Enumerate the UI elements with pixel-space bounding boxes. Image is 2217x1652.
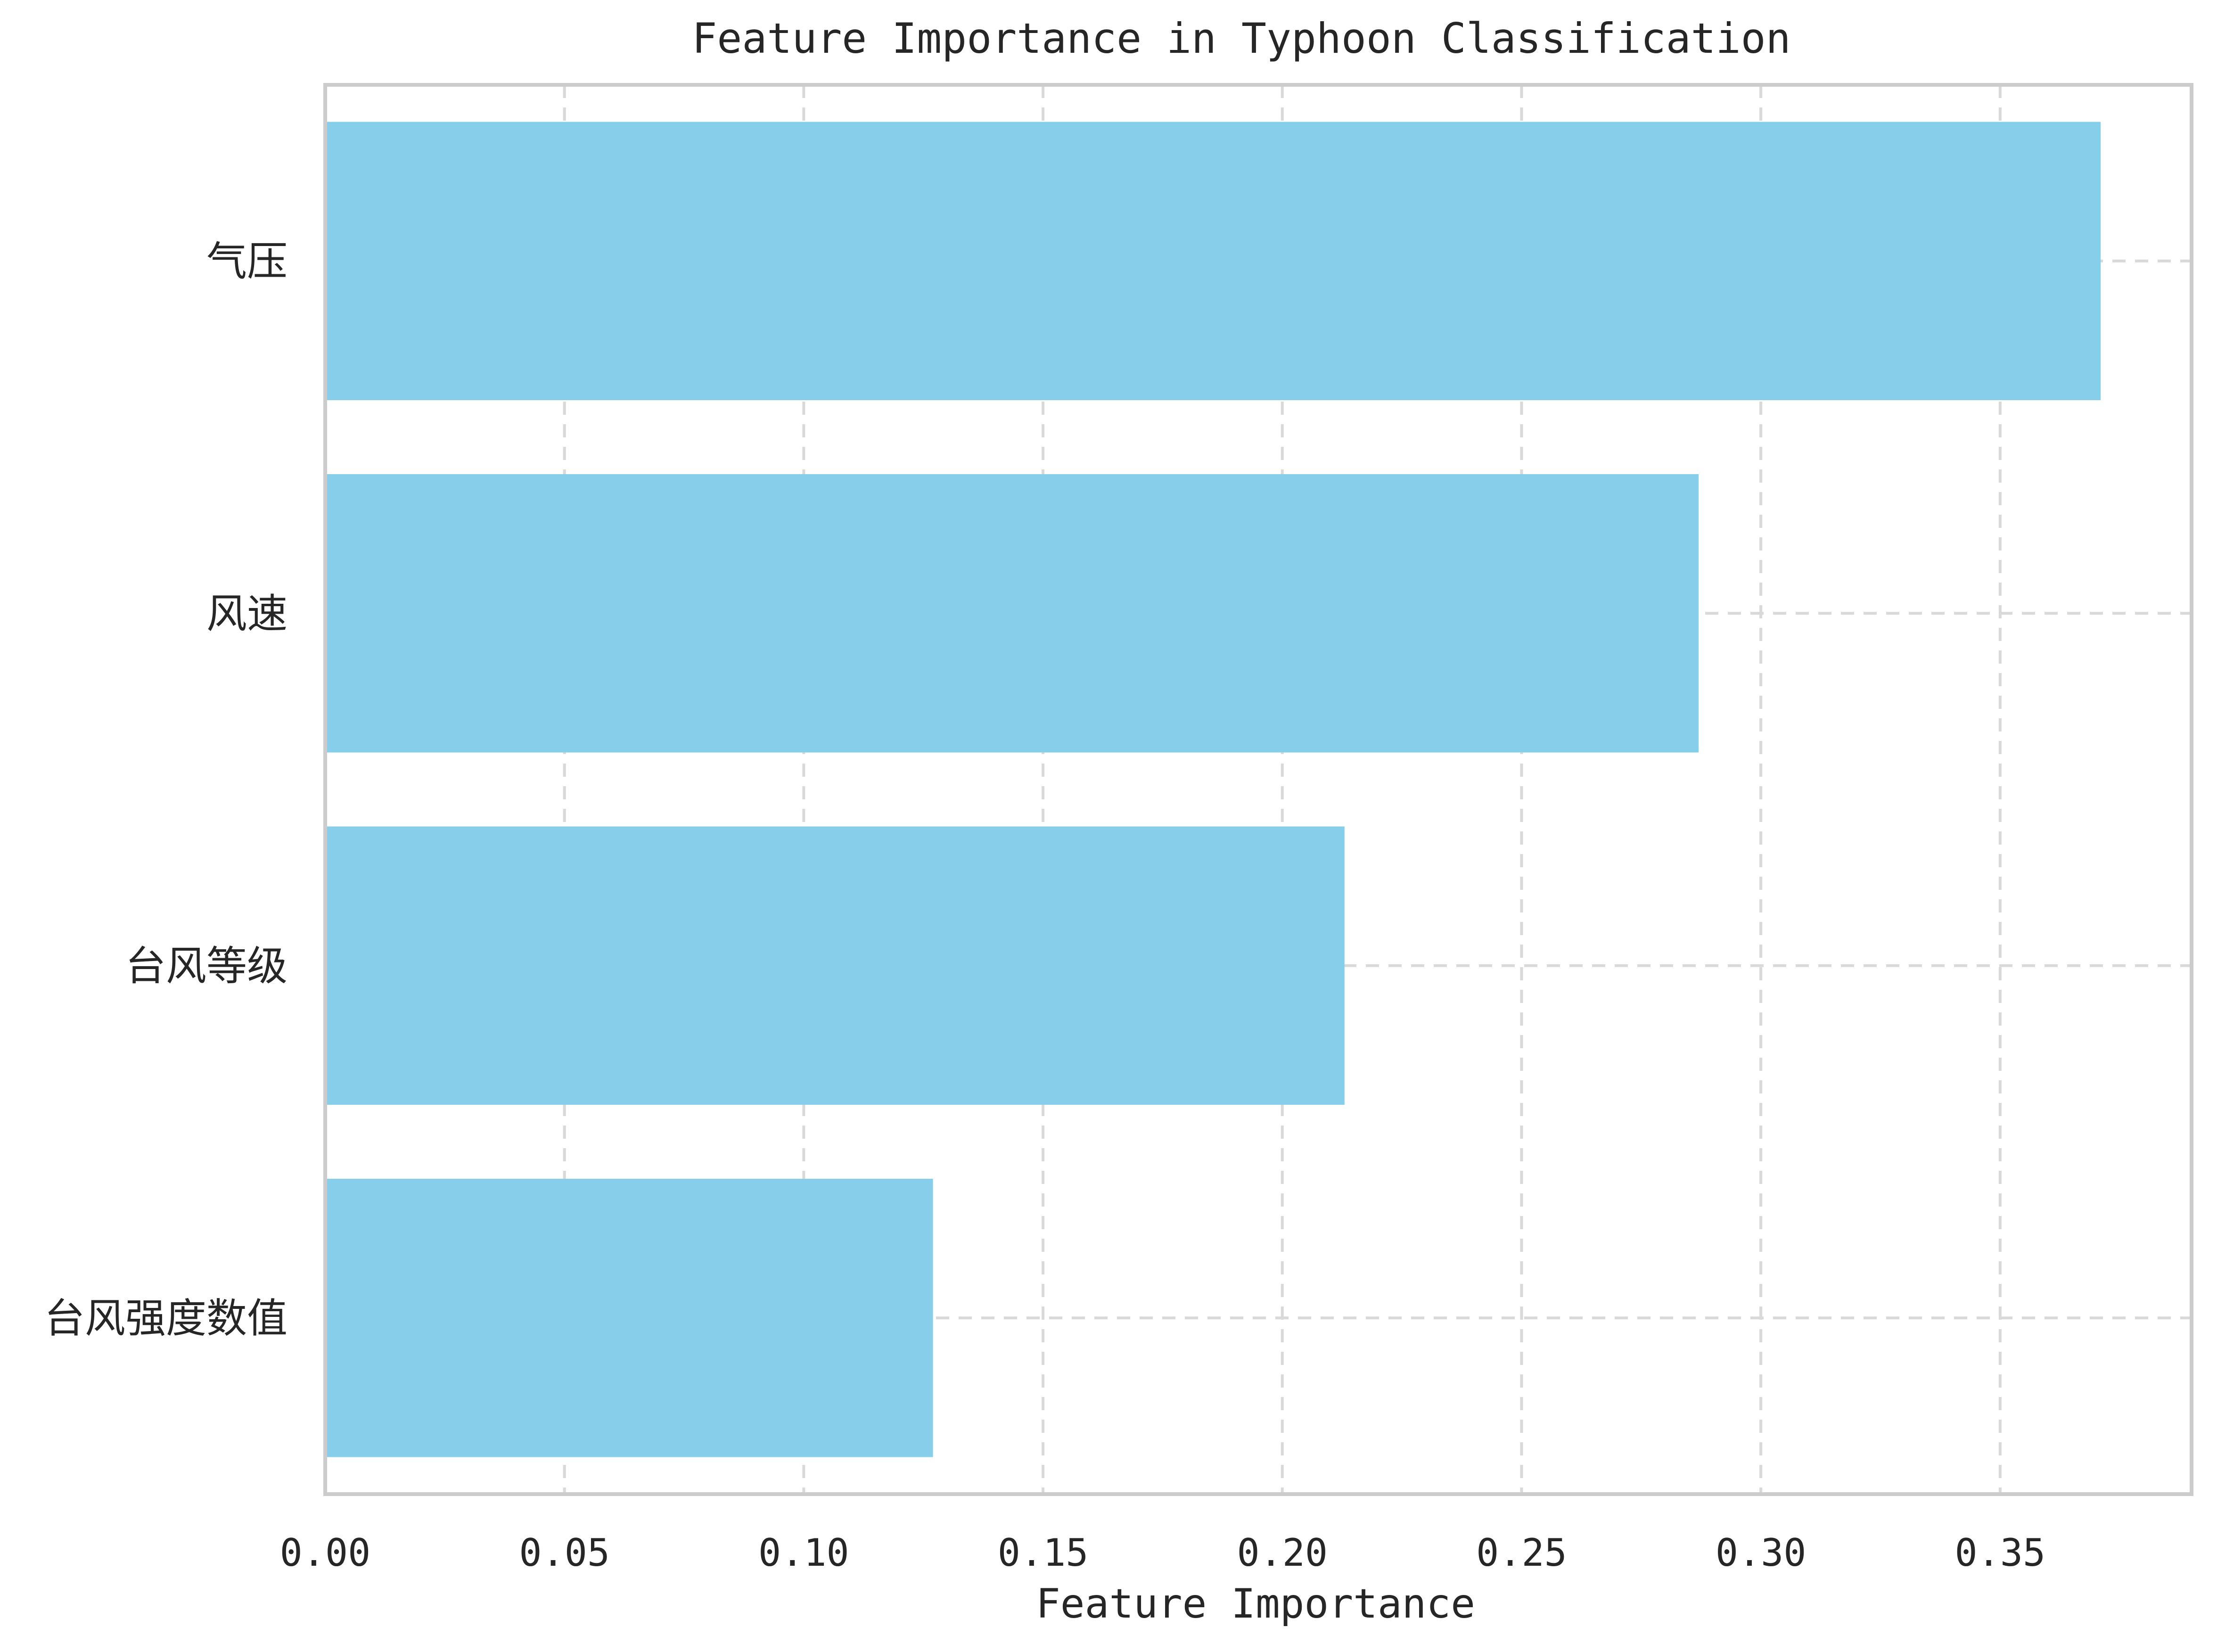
x-tick-label: 0.35 [1955, 1531, 2046, 1575]
bar [325, 122, 2101, 401]
bar [325, 1178, 933, 1457]
y-tick-label: 风速 [206, 590, 287, 637]
bar-layer [325, 122, 2101, 1457]
x-tick-label: 0.30 [1716, 1531, 1806, 1575]
x-tick-label: 0.05 [519, 1531, 610, 1575]
y-tick-label: 台风强度数值 [44, 1295, 287, 1342]
y-tick-label: 台风等级 [125, 943, 287, 990]
plot-frame [323, 83, 2193, 1496]
x-tick-label: 0.00 [280, 1531, 371, 1575]
x-tick-label: 0.25 [1476, 1531, 1567, 1575]
tick-layer: 0.00 0.05 0.10 0.15 0.20 0.25 0.30 0.35 气压风速台风等级… [44, 238, 2045, 1575]
x-tick-label: 0.20 [1237, 1531, 1328, 1575]
bar [325, 474, 1699, 753]
x-tick-label: 0.10 [758, 1531, 849, 1575]
x-axis-label: Feature Importance [1036, 1580, 1475, 1627]
y-tick-label: 气压 [206, 238, 287, 285]
chart-title: Feature Importance in Typhoon Classifica… [692, 14, 1790, 63]
x-tick-label: 0.15 [998, 1531, 1089, 1575]
bar [325, 826, 1345, 1105]
